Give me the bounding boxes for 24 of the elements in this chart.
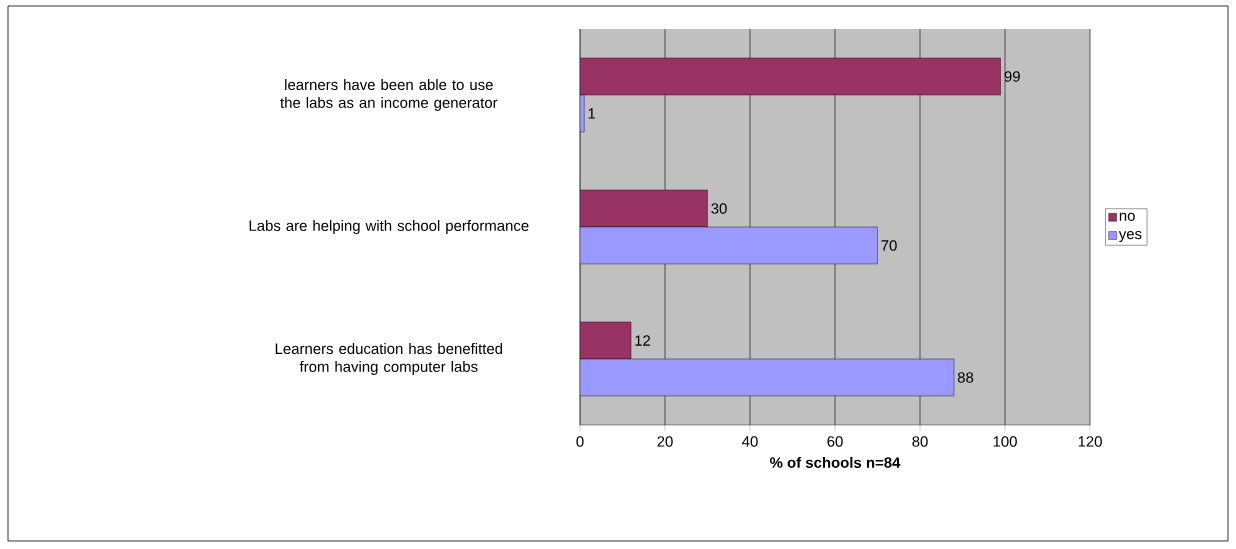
y-tick-label: learners have been able to use the labs as an income generator [280, 79, 498, 111]
bar [580, 189, 708, 228]
data-label: 12 [635, 335, 651, 346]
y-tick-label: Learners education has benefitted from having computer labs [275, 343, 503, 375]
x-tick-label: 0 [576, 436, 584, 447]
x-tick-label: 20 [657, 436, 673, 447]
bar [580, 358, 955, 397]
data-label: 70 [881, 240, 897, 251]
x-axis-title: % of schools n=84 [769, 456, 901, 468]
bar [580, 57, 1001, 96]
legend-label: yes [1118, 230, 1142, 243]
data-label: 1 [588, 108, 596, 119]
x-tick-label: 120 [1078, 436, 1102, 447]
legend-label: no [1119, 212, 1135, 221]
x-tick-label: 60 [827, 436, 843, 447]
x-tick-label: 40 [742, 436, 758, 447]
x-tick-label: 100 [993, 436, 1017, 447]
data-label: 30 [711, 203, 727, 214]
bar [580, 321, 632, 360]
x-tick-label: 80 [912, 436, 928, 447]
data-label: 88 [957, 372, 974, 383]
bar [580, 226, 878, 265]
data-label: 99 [1004, 71, 1020, 82]
y-tick-label: Labs are helping with school performance [249, 220, 529, 234]
